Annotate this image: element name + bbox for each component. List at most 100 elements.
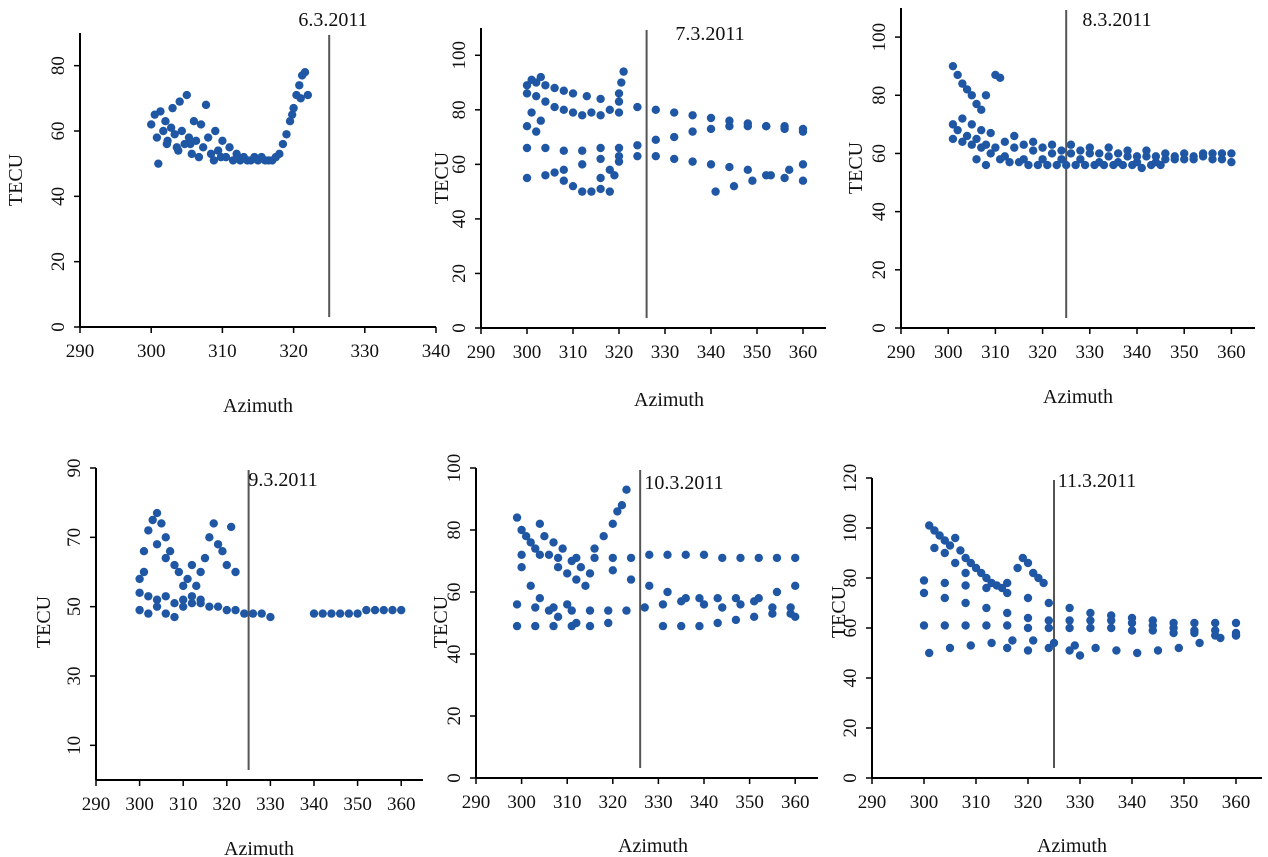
data-point [1195, 638, 1204, 648]
x-tick-label: 320 [279, 341, 308, 362]
data-point [651, 151, 660, 161]
x-tick-label: 290 [858, 792, 887, 813]
data-point [1052, 160, 1061, 170]
date-label: 9.3.2011 [248, 469, 317, 491]
data-point [953, 70, 962, 80]
panel-11-3-2011: 290 300 310 320 330 340 350 360 0 20 40 60 80 100 120 1… [828, 464, 1262, 857]
data-point [967, 120, 976, 129]
data-point [614, 143, 624, 153]
data-point [596, 143, 605, 153]
data-point [161, 533, 170, 542]
x-axis-label: Azimuth [224, 838, 294, 857]
data-point [791, 612, 800, 621]
y-axis-label: TECU [5, 153, 27, 206]
data-point [535, 519, 545, 528]
data-point [1044, 598, 1054, 608]
data-point [318, 609, 327, 618]
data-point [222, 560, 231, 570]
data-point [604, 618, 613, 628]
data-point [633, 151, 642, 161]
data-point [1023, 623, 1033, 633]
data-point [940, 578, 949, 588]
data-point [1010, 143, 1019, 152]
data-point [617, 78, 626, 87]
x-tick-label: 330 [651, 342, 680, 363]
data-point [972, 134, 981, 144]
data-point [327, 609, 336, 618]
data-point [940, 536, 949, 545]
y-tick-label: 30 [64, 667, 85, 686]
data-point [179, 602, 188, 611]
data-point [1043, 160, 1052, 170]
data-point [706, 113, 716, 123]
data-point [1198, 149, 1208, 158]
data-point [622, 606, 631, 615]
data-point [522, 89, 532, 98]
x-tick-label: 340 [300, 794, 329, 815]
data-point [531, 621, 540, 631]
data-point [961, 598, 970, 608]
data-point [608, 553, 617, 563]
data-point [152, 540, 162, 549]
data-point [540, 532, 549, 541]
data-point [211, 126, 220, 136]
x-tick-label: 300 [507, 792, 536, 813]
data-point [958, 114, 967, 123]
data-point [681, 550, 690, 559]
data-point [572, 575, 581, 584]
data-point [1216, 633, 1225, 643]
data-point [1208, 149, 1217, 158]
panel-6-3-2011: 290 300 310 320 330 340 0 20 40 60 80 6.3.2011 Azimu… [5, 9, 450, 417]
data-point [590, 544, 599, 553]
data-point [135, 588, 144, 597]
data-point [1065, 646, 1074, 655]
data-point [651, 135, 660, 145]
data-point [209, 519, 218, 528]
data-point [1028, 146, 1038, 155]
data-point [718, 553, 727, 563]
data-point [645, 581, 654, 590]
data-point [1132, 157, 1142, 167]
y-tick-label: 0 [444, 773, 465, 783]
data-point [541, 81, 550, 90]
data-point [718, 603, 727, 612]
data-point [152, 602, 162, 611]
data-point [614, 89, 624, 98]
x-tick-label: 350 [1170, 342, 1199, 363]
data-point [1057, 146, 1066, 155]
data-point [748, 176, 757, 185]
data-point [791, 553, 800, 563]
data-point [532, 127, 541, 136]
data-point [1142, 146, 1151, 155]
panel-9-3-2011: 290 300 310 320 330 340 350 360 10 30 50 70 90 9.3.20… [33, 459, 423, 857]
data-point [144, 526, 153, 535]
data-point [1065, 623, 1074, 633]
x-tick-label: 330 [1076, 342, 1105, 363]
data-point [948, 120, 958, 129]
data-point [161, 609, 170, 618]
y-tick-label: 90 [64, 459, 85, 478]
data-point [1003, 608, 1012, 618]
data-point [953, 125, 962, 135]
y-tick-label: 60 [449, 155, 470, 174]
data-point [997, 583, 1007, 593]
data-point [154, 159, 163, 168]
data-point [1029, 636, 1038, 645]
data-point [170, 599, 179, 608]
data-point [222, 605, 231, 615]
data-point [531, 603, 540, 612]
y-tick-label: 20 [840, 719, 861, 738]
y-tick-label: 80 [840, 569, 861, 588]
data-point [1005, 157, 1014, 167]
data-point [772, 587, 782, 597]
data-point [1180, 155, 1189, 164]
x-tick-label: 360 [781, 792, 810, 813]
data-point [1003, 578, 1012, 588]
data-point [388, 605, 397, 615]
y-axis-label: TECU [430, 595, 452, 648]
data-point [605, 187, 614, 196]
data-point [645, 550, 654, 559]
x-tick-label: 300 [910, 792, 939, 813]
data-point [1148, 626, 1158, 635]
data-point [209, 156, 219, 165]
